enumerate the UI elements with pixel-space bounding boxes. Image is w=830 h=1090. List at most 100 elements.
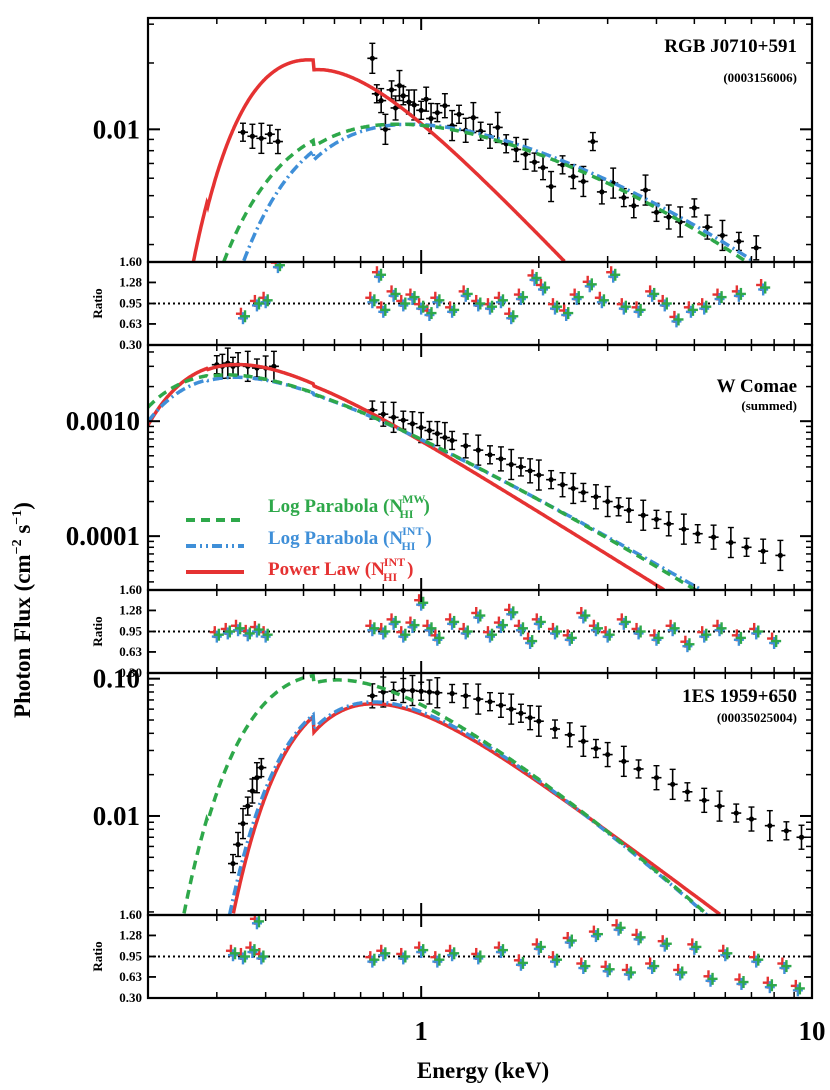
- data-point: [400, 687, 406, 694]
- data-point: [640, 512, 646, 518]
- data-point: [369, 55, 375, 61]
- data-point: [580, 178, 586, 185]
- logpar-mw-curve: [182, 673, 709, 915]
- data-point: [666, 214, 672, 220]
- logpar-mw-curve: [148, 373, 697, 590]
- data-point: [442, 103, 448, 109]
- data-point: [388, 87, 395, 93]
- data-point: [400, 417, 406, 423]
- y-tick-label: 0.0001: [66, 521, 140, 551]
- data-point: [418, 424, 424, 431]
- data-point: [621, 758, 627, 764]
- y-tick-label: 0.10: [93, 664, 140, 694]
- panel2-subtitle: (summed): [741, 398, 797, 413]
- data-point: [271, 363, 277, 369]
- data-point: [798, 834, 805, 840]
- data-point: [684, 789, 691, 795]
- ratio-panel-2: 1.60 1.28 0.95 0.63 0.30 Ratio: [90, 582, 814, 680]
- panel-plot-area: [148, 347, 786, 590]
- data-point: [409, 421, 416, 427]
- data-point: [392, 105, 399, 111]
- data-point: [498, 456, 504, 462]
- ratio-plot-area: [148, 594, 812, 653]
- ratio-plot-area: [148, 915, 812, 997]
- data-point: [559, 482, 566, 488]
- data-point: [653, 516, 660, 522]
- data-point: [536, 472, 542, 478]
- data-point: [380, 411, 386, 417]
- data-point: [442, 434, 448, 441]
- ratio-tick-label: 0.63: [119, 644, 142, 659]
- ratio-axis-label: Ratio: [90, 288, 105, 318]
- data-point: [275, 138, 281, 145]
- data-point: [434, 110, 440, 116]
- powerlaw-curve: [148, 362, 665, 590]
- data-point: [753, 245, 759, 251]
- data-point: [254, 775, 260, 781]
- panel1-title: RGB J0710+591: [664, 36, 797, 57]
- data-point: [267, 131, 273, 137]
- data-point: [736, 238, 742, 245]
- data-point: [548, 477, 554, 483]
- data-point: [475, 447, 481, 453]
- data-point: [642, 187, 649, 193]
- data-point: [449, 690, 455, 697]
- ratio-axis-label: Ratio: [90, 616, 105, 646]
- data-point: [418, 107, 424, 113]
- data-point: [681, 526, 687, 532]
- x-tick-label: 10: [799, 1016, 826, 1046]
- data-point: [704, 224, 711, 230]
- data-point: [593, 494, 599, 500]
- data-point: [508, 461, 514, 468]
- data-point: [670, 781, 676, 787]
- y-axis-label: Photon Flux (cm−2 s−1): [10, 502, 35, 718]
- ratio-tick-label: 0.95: [119, 296, 142, 311]
- data-point: [258, 765, 264, 771]
- data-point: [719, 232, 726, 239]
- y-tick-label: 0.01: [93, 114, 140, 144]
- ratio-tick-label: 1.60: [119, 582, 142, 597]
- data-point: [540, 165, 546, 171]
- legend-label-logpar-int: Log Parabola (NINT HI): [268, 524, 432, 553]
- data-point: [580, 489, 586, 496]
- data-point: [418, 688, 424, 694]
- panel-3: 0.10 0.01 1.60 1.28 0.95 0.63 0.30 Ratio: [90, 664, 814, 1005]
- plot-panels: 0.01 1.60 1.28 0.95 0.63 0.30 Ratio 0.0010 0.000…: [66, 16, 826, 1046]
- data-point: [456, 111, 462, 117]
- data-point: [434, 690, 440, 696]
- y-tick-label: 0.01: [93, 801, 140, 831]
- data-point: [605, 751, 611, 758]
- data-point: [463, 443, 469, 449]
- data-point: [508, 706, 514, 712]
- data-point: [527, 715, 533, 721]
- panel-plot-area: [191, 42, 762, 262]
- data-point: [691, 205, 697, 211]
- ratio-tick-label: 0.95: [119, 624, 142, 639]
- data-point: [409, 687, 416, 694]
- panel2-title: W Comae: [717, 376, 797, 397]
- data-point: [626, 507, 632, 513]
- data-point: [513, 146, 519, 153]
- panel-2: 0.0010 0.0001 1.60 1.28 0.95 0.63 0.30 Ratio: [66, 343, 814, 680]
- data-point: [783, 828, 790, 834]
- ratio-tick-label: 1.28: [119, 274, 142, 289]
- data-point: [495, 124, 501, 131]
- data-point: [559, 162, 566, 168]
- data-point: [400, 93, 406, 99]
- legend-label-logpar-mw: Log Parabola (NMW HI): [268, 492, 430, 521]
- data-point: [653, 775, 660, 781]
- x-tick-label: 1: [414, 1016, 428, 1046]
- data-point: [635, 766, 642, 772]
- data-point: [240, 129, 246, 135]
- data-point: [487, 452, 493, 458]
- ratio-tick-label: 0.30: [119, 337, 142, 352]
- data-point: [434, 430, 440, 437]
- ratio-tick-label: 0.63: [119, 316, 142, 331]
- logpar-int-curve: [227, 700, 708, 915]
- panel-1: 0.01 1.60 1.28 0.95 0.63 0.30 Ratio: [90, 16, 814, 352]
- data-point: [716, 803, 723, 809]
- data-point: [240, 820, 246, 827]
- ratio-tick-label: 0.63: [119, 969, 142, 984]
- data-point: [760, 548, 766, 554]
